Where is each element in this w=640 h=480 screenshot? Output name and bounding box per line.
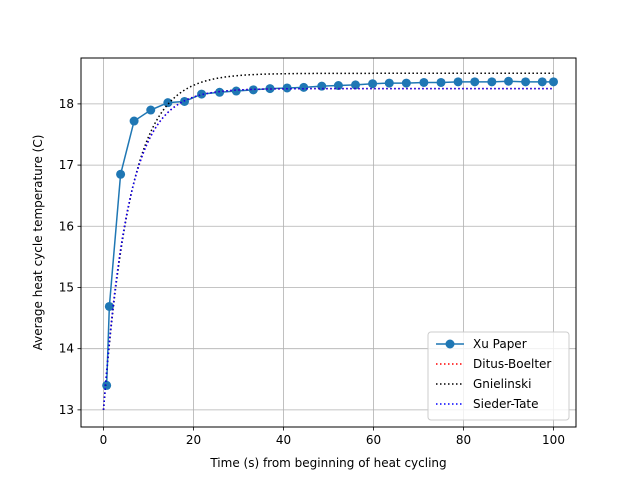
legend-label: Sieder-Tate [473, 397, 539, 411]
y-tick-label: 14 [59, 342, 74, 356]
x-tick-label: 60 [366, 433, 381, 447]
data-point [351, 80, 360, 90]
series-line-gnielinski [102, 72, 554, 410]
data-point [537, 77, 547, 87]
x-tick-label: 0 [100, 433, 108, 447]
legend-label: Xu Paper [473, 337, 527, 351]
plot-frame [80, 57, 577, 428]
x-tick-label: 40 [276, 433, 291, 447]
data-point [116, 169, 126, 179]
x-tick-label: 20 [186, 433, 201, 447]
x-tick-label: 80 [456, 433, 471, 447]
series-line-sieder-tate [102, 87, 554, 410]
series-layer [102, 72, 558, 410]
data-point [401, 78, 411, 88]
data-point [487, 77, 497, 87]
legend: Xu Paper Ditus-Boelter Gnielinski Sieder-Ta… [427, 331, 570, 421]
data-point [453, 77, 463, 87]
data-point [419, 77, 429, 87]
y-tick-label: 13 [59, 403, 74, 417]
x-tick-label: 100 [542, 433, 565, 447]
data-point [163, 98, 173, 108]
data-point [248, 85, 258, 95]
data-point [368, 79, 378, 89]
data-point [102, 380, 112, 390]
legend-marker [445, 339, 455, 349]
x-axis-label: Time (s) from beginning of heat cycling [209, 456, 446, 470]
data-point [384, 78, 394, 88]
data-point [231, 86, 241, 96]
data-point [197, 89, 207, 99]
data-point [299, 82, 309, 92]
data-point [333, 81, 343, 91]
data-point [146, 105, 156, 115]
legend-label: Ditus-Boelter [473, 357, 551, 371]
data-point [436, 77, 446, 87]
legend-label: Gnielinski [473, 377, 531, 391]
legend-box [427, 331, 570, 421]
y-tick-label: 16 [59, 219, 74, 233]
y-tick-label: 17 [59, 158, 74, 172]
data-point [549, 77, 558, 87]
data-point [104, 301, 114, 311]
data-point [504, 76, 513, 86]
data-point [521, 77, 531, 87]
data-point [282, 83, 292, 93]
ticks: 0 20 40 60 80 100 13 14 15 16 17 18 [59, 97, 565, 447]
y-tick-label: 15 [59, 280, 74, 294]
data-point [470, 77, 480, 87]
y-tick-label: 18 [59, 97, 74, 111]
data-point [129, 116, 139, 126]
y-axis-label: Average heat cycle temperature (C) [31, 135, 45, 351]
data-point [265, 84, 275, 94]
